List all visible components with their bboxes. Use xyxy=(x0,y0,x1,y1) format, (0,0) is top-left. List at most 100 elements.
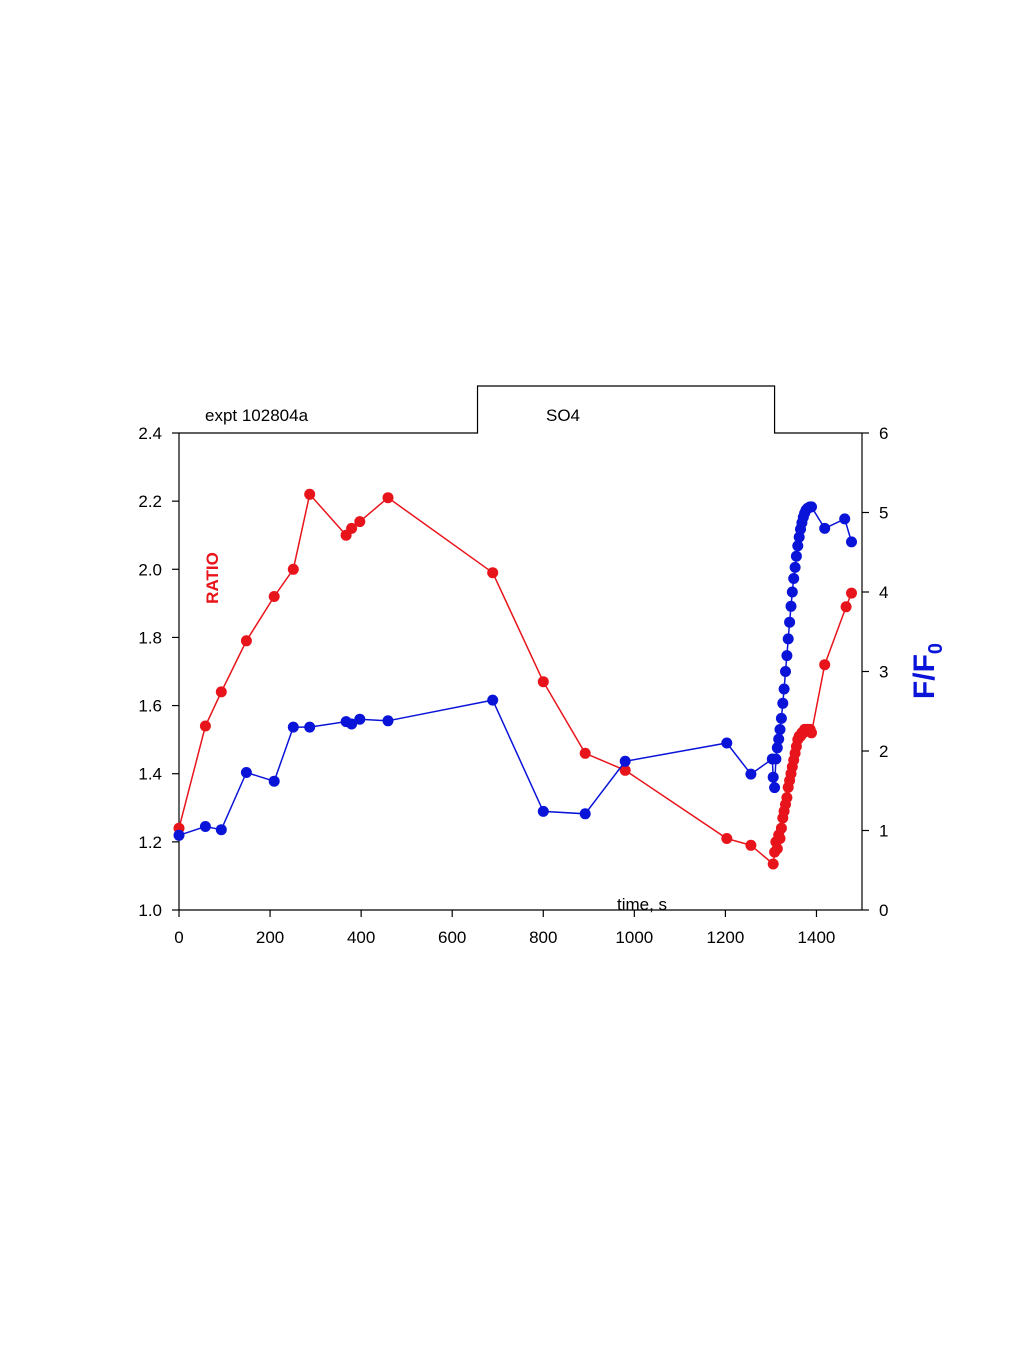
data-point xyxy=(846,536,857,548)
series-line xyxy=(178,506,853,837)
data-point xyxy=(487,567,499,579)
right-y-tick-label: 4 xyxy=(879,583,888,602)
stimulus-label: SO4 xyxy=(546,406,580,425)
data-point xyxy=(775,712,787,724)
data-point xyxy=(780,666,791,677)
left-y-tick-label: 1.0 xyxy=(138,901,162,920)
data-point xyxy=(774,833,786,844)
data-point xyxy=(781,792,793,804)
data-point xyxy=(215,824,227,836)
data-point xyxy=(806,727,817,739)
data-point xyxy=(806,501,817,513)
experiment-label: expt 102804a xyxy=(205,406,309,425)
data-point xyxy=(287,563,299,575)
right-axis-label: F/F0 xyxy=(908,643,947,699)
x-tick-label: 200 xyxy=(256,928,284,947)
left-y-tick-label: 1.6 xyxy=(138,697,162,716)
data-point xyxy=(839,513,851,525)
data-point xyxy=(745,839,757,851)
data-point xyxy=(770,753,782,765)
data-point xyxy=(354,713,366,725)
data-point xyxy=(775,822,787,834)
data-point xyxy=(773,733,785,745)
series-line xyxy=(178,492,853,866)
data-point xyxy=(487,694,499,706)
right-y-tick-label: 2 xyxy=(879,742,888,761)
data-point xyxy=(304,721,316,733)
data-point xyxy=(782,633,794,645)
data-point xyxy=(785,600,797,612)
data-point xyxy=(240,635,252,647)
data-point xyxy=(382,715,394,727)
x-tick-label: 1400 xyxy=(798,928,836,947)
data-point xyxy=(778,683,790,695)
x-tick-label: 1000 xyxy=(615,928,653,947)
data-point xyxy=(784,616,796,628)
data-point xyxy=(382,492,394,504)
stimulus-step-line xyxy=(179,385,862,434)
data-point xyxy=(840,601,852,613)
x-tick-label: 400 xyxy=(347,928,375,947)
data-point xyxy=(346,718,358,730)
data-point xyxy=(268,775,280,787)
series xyxy=(173,488,857,870)
data-point xyxy=(721,737,733,749)
data-point xyxy=(268,591,280,602)
left-y-tick-label: 2.2 xyxy=(138,492,162,511)
x-tick-label: 800 xyxy=(529,928,557,947)
left-y-tick-label: 1.2 xyxy=(138,833,162,852)
right-y-tick-label: 3 xyxy=(879,663,888,682)
left-y-tick-label: 2.4 xyxy=(138,424,162,443)
data-point xyxy=(240,767,252,778)
data-point xyxy=(819,522,831,534)
right-axis-label-subscript: 0 xyxy=(925,643,947,654)
data-point xyxy=(721,833,733,844)
data-point xyxy=(346,522,358,534)
data-point xyxy=(771,742,783,754)
axes: 0 200 400 600 800 1000 1200 1400 1.0 1.2 1.4 1.6 1.8… xyxy=(138,424,888,947)
data-point xyxy=(789,561,801,573)
data-point xyxy=(792,540,804,552)
data-point xyxy=(767,771,779,783)
data-point xyxy=(846,587,857,599)
data-point xyxy=(786,586,798,598)
data-point xyxy=(790,550,802,562)
x-tick-label: 600 xyxy=(438,928,466,947)
data-point xyxy=(781,650,793,662)
data-point xyxy=(774,724,786,735)
data-point xyxy=(788,573,800,584)
stimulus-trace xyxy=(179,385,862,434)
data-point xyxy=(745,768,757,780)
right-y-tick-label: 5 xyxy=(879,504,888,523)
data-point xyxy=(619,764,631,776)
data-point xyxy=(777,697,789,709)
data-point xyxy=(287,721,299,733)
labels: expt 102804a SO4 time, s RATIO F/F0 xyxy=(203,406,947,914)
data-point xyxy=(771,843,783,855)
x-tick-label: 0 xyxy=(174,928,183,947)
right-axis-label-main: F/F xyxy=(908,654,941,699)
right-y-tick-label: 6 xyxy=(879,424,888,443)
left-axis-label: RATIO xyxy=(203,552,222,604)
x-tick-label: 1200 xyxy=(706,928,744,947)
data-point xyxy=(173,829,185,841)
data-point xyxy=(304,488,316,500)
right-y-tick-label: 0 xyxy=(879,901,888,920)
data-point xyxy=(537,805,549,817)
data-point xyxy=(769,782,781,794)
right-y-tick-label: 1 xyxy=(879,822,888,841)
left-y-tick-label: 1.8 xyxy=(138,628,162,647)
data-point xyxy=(579,808,591,820)
ff0-series xyxy=(173,501,857,841)
data-point xyxy=(199,720,211,732)
x-axis-label: time, s xyxy=(617,895,667,914)
data-point xyxy=(215,686,227,698)
left-y-tick-label: 2.0 xyxy=(138,560,162,579)
data-point xyxy=(767,858,779,870)
data-point xyxy=(579,747,591,759)
data-point xyxy=(199,821,211,832)
data-point xyxy=(619,755,631,767)
data-point xyxy=(354,516,366,528)
ratio-series xyxy=(173,488,857,870)
